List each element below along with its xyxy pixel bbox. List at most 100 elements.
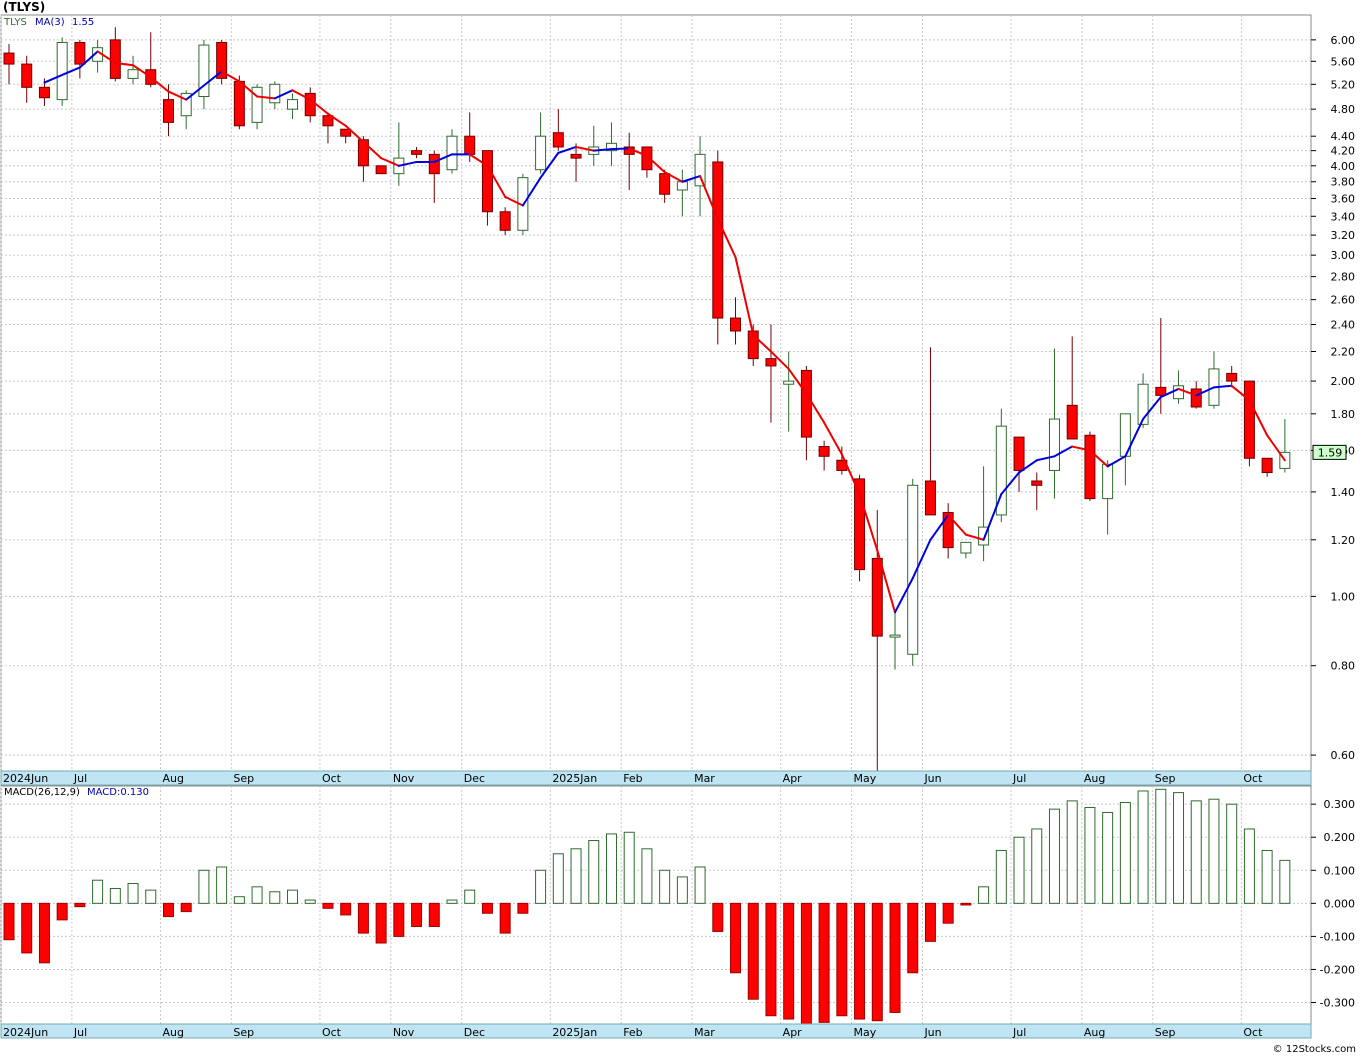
price-y-tick-label: 1.00 — [1331, 590, 1356, 603]
candle-down — [322, 112, 334, 144]
price-x-tick-label: Apr — [783, 772, 803, 785]
price-y-tick-label: 5.60 — [1331, 55, 1356, 68]
ma-segment — [380, 157, 400, 167]
macd-x-tick-label: Aug — [162, 1026, 183, 1039]
macd-bar-negative — [854, 902, 866, 1020]
candle-down — [730, 297, 742, 345]
ma-segment — [982, 493, 1003, 541]
ma-segment — [521, 176, 542, 207]
ma-segment — [362, 140, 383, 160]
macd-bar-negative — [56, 902, 68, 921]
macd-bar-positive — [233, 896, 245, 904]
ma-segment — [1088, 449, 1109, 468]
ma-segment — [539, 151, 560, 179]
macd-x-tick-label: Dec — [464, 1026, 485, 1039]
price-panel: 0.600.801.001.201.401.601.802.002.202.40… — [0, 14, 1356, 772]
candle-body — [74, 41, 86, 65]
macd-bar-positive — [287, 889, 299, 904]
candle-body — [676, 181, 688, 191]
candle-up — [56, 37, 68, 106]
macd-bar-positive — [552, 853, 564, 904]
candle-down — [854, 474, 866, 582]
candle-down — [162, 84, 174, 137]
ma-segment — [947, 513, 967, 536]
price-candles — [3, 27, 1291, 771]
candle-down — [942, 503, 954, 559]
macd-bar-negative — [836, 902, 848, 1017]
candle-body — [1137, 383, 1149, 425]
candle-body — [1190, 388, 1202, 408]
macd-bar-negative — [357, 902, 369, 934]
candle-body — [21, 63, 33, 88]
candle-body — [995, 425, 1007, 516]
price-x-tick-label: Feb — [623, 772, 642, 785]
macd-bar-positive — [1084, 806, 1096, 904]
candle-down — [74, 39, 86, 79]
macd-x-tick-label: Aug — [1084, 1026, 1105, 1039]
macd-bar-positive — [1243, 828, 1255, 904]
ma-segment — [1106, 455, 1127, 468]
ma-segment — [716, 218, 737, 259]
candle-body — [38, 86, 50, 99]
price-plot-frame — [0, 14, 1312, 772]
macd-bar-positive — [588, 840, 600, 904]
macd-x-tick-label: Jul — [1012, 1026, 1026, 1039]
macd-x-axis-bar — [0, 1023, 1312, 1039]
macd-bar-negative — [428, 902, 440, 927]
ticker-title: (TLYS) — [3, 0, 45, 14]
macd-y-tick-label: -0.200 — [1320, 963, 1355, 976]
macd-bar-negative — [889, 902, 901, 1013]
candle-body — [464, 135, 476, 155]
macd-x-tick-label: Jun — [923, 1026, 941, 1039]
candle-down — [481, 150, 493, 226]
macd-legend: MACD(26,12,9) MACD:0.130 — [4, 787, 149, 798]
ma-segment — [645, 154, 666, 174]
candle-down — [641, 146, 653, 178]
candle-down — [1243, 380, 1255, 467]
price-y-tick-label: 0.60 — [1331, 749, 1356, 762]
candle-down — [21, 55, 33, 103]
ma-segment — [610, 147, 631, 151]
candle-body — [889, 634, 901, 638]
macd-bar-negative — [517, 902, 529, 914]
candle-body — [3, 52, 15, 65]
macd-x-tick-label: Nov — [393, 1026, 415, 1039]
candle-body — [924, 480, 936, 516]
candle-down — [216, 39, 228, 85]
macd-bar-positive — [676, 876, 688, 904]
ma-segment — [433, 153, 453, 163]
candle-body — [180, 92, 192, 117]
candle-body — [428, 153, 440, 175]
price-y-tick-label: 4.80 — [1331, 103, 1356, 116]
ma-segment — [309, 98, 329, 115]
price-ma-line — [43, 50, 1286, 614]
macd-bar-positive — [1173, 792, 1185, 904]
macd-bar-negative — [162, 902, 174, 918]
macd-panel: 0.300 0.200 0.100 0.000 -0.100 -0.200 -0.300 M… — [0, 785, 1355, 1025]
macd-bar-positive — [109, 887, 121, 904]
candle-body — [198, 44, 210, 97]
macd-bar-positive — [1279, 859, 1291, 904]
macd-bar-positive — [535, 869, 547, 904]
macd-x-tick-label: May — [854, 1026, 877, 1039]
ma-segment — [592, 148, 613, 152]
candle-body — [1048, 418, 1060, 471]
price-legend: TLYS MA(3) 1.55 — [3, 17, 94, 28]
ma-segment — [894, 577, 914, 614]
candle-up — [535, 112, 547, 174]
ma-segment — [734, 256, 755, 337]
macd-legend-value: MACD:0.130 — [87, 787, 149, 798]
ma-segment — [61, 66, 81, 76]
ma-segment — [1000, 471, 1021, 496]
macd-bar-negative — [730, 902, 742, 974]
ma-segment — [273, 89, 294, 100]
macd-bar-negative — [924, 902, 936, 942]
macd-bar-positive — [1031, 828, 1043, 904]
ma-segment — [805, 392, 826, 424]
macd-y-tick-label: -0.100 — [1320, 930, 1355, 943]
candle-body — [109, 39, 121, 79]
ma-segment — [78, 50, 99, 69]
ma-segment — [291, 89, 312, 101]
macd-x-tick-label: Oct — [1243, 1026, 1263, 1039]
